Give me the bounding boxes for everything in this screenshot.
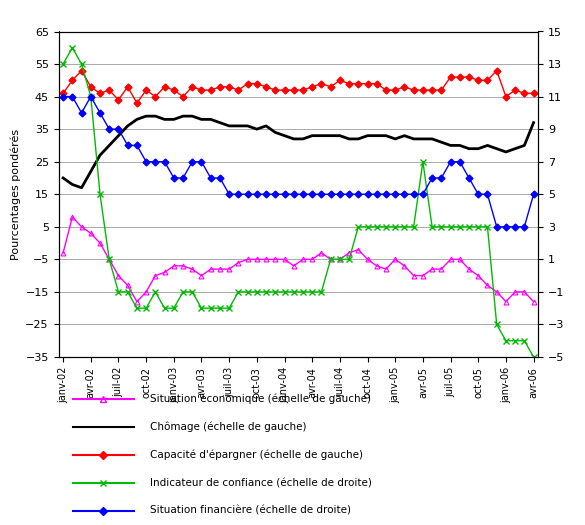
Text: Situation financière (échelle de droite): Situation financière (échelle de droite) <box>150 506 351 516</box>
Text: Capacité d'épargner (échelle de gauche): Capacité d'épargner (échelle de gauche) <box>150 450 363 460</box>
Y-axis label: Pourcentages pondérés: Pourcentages pondérés <box>11 129 21 260</box>
Text: Situation économique (échelle de gauche): Situation économique (échelle de gauche) <box>150 394 371 404</box>
Text: Indicateur de confiance (échelle de droite): Indicateur de confiance (échelle de droi… <box>150 478 371 488</box>
Text: Chômage (échelle de gauche): Chômage (échelle de gauche) <box>150 422 307 433</box>
